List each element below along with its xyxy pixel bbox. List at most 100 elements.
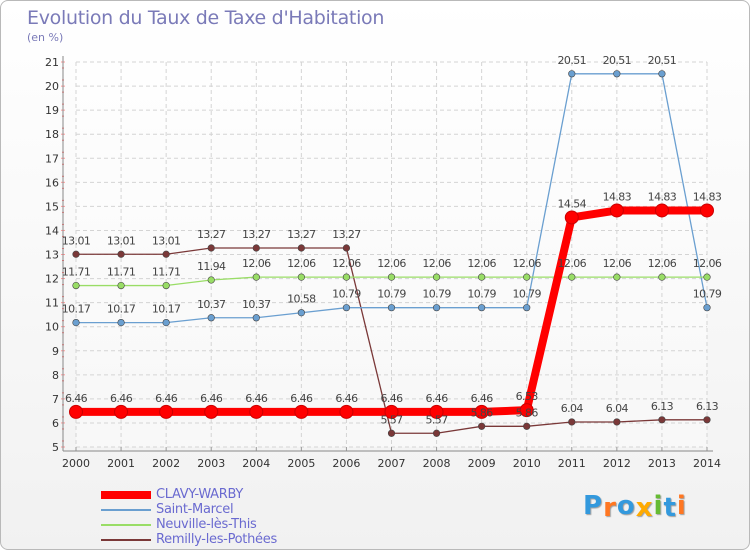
data-label: 12.06 (287, 257, 316, 270)
y-tick-label: 16 (45, 176, 59, 189)
data-point (297, 273, 305, 281)
data-label: 6.13 (651, 400, 674, 413)
data-label: 13.01 (107, 234, 136, 247)
legend-item: CLAVY-WARBY (101, 487, 277, 502)
logo-letter: i (653, 491, 664, 521)
data-label: 6.46 (245, 392, 268, 405)
data-point (114, 404, 129, 419)
data-label: 12.06 (332, 257, 361, 270)
data-point (297, 309, 305, 317)
x-tick-label: 2010 (513, 457, 541, 470)
legend-item: Saint-Marcel (101, 502, 277, 517)
data-label: 6.13 (696, 400, 719, 413)
data-point (252, 244, 260, 252)
data-point (294, 404, 309, 419)
data-label: 14.83 (648, 190, 677, 203)
data-label: 12.06 (422, 257, 451, 270)
data-point (658, 416, 666, 424)
data-label: 13.01 (152, 234, 181, 247)
data-label: 10.79 (422, 288, 451, 301)
data-label: 14.83 (693, 190, 722, 203)
legend-item: Remilly-les-Pothées (101, 532, 277, 547)
data-point (478, 422, 486, 430)
y-tick-label: 13 (45, 249, 59, 262)
legend-label: Saint-Marcel (156, 502, 234, 517)
data-point (564, 210, 579, 225)
data-point (162, 250, 170, 258)
data-label: 13.27 (242, 228, 271, 241)
data-label: 5.86 (516, 406, 539, 419)
data-label: 5.57 (426, 413, 449, 426)
data-label: 20.51 (603, 54, 632, 67)
legend-label: Neuville-lès-This (156, 517, 257, 532)
data-point (429, 404, 444, 419)
data-point (384, 404, 399, 419)
data-point (703, 416, 711, 424)
data-point (207, 314, 215, 322)
chart-legend: CLAVY-WARBY Saint-Marcel Neuville-lès-This… (101, 487, 277, 547)
data-label: 14.83 (603, 190, 632, 203)
y-tick-label: 17 (45, 152, 59, 165)
data-point (523, 422, 531, 430)
data-label: 10.79 (377, 288, 406, 301)
data-label: 10.17 (62, 303, 91, 316)
data-label: 12.06 (693, 257, 722, 270)
x-tick-label: 2008 (423, 457, 451, 470)
data-point (342, 304, 351, 312)
data-point (700, 203, 714, 218)
data-point (387, 304, 396, 312)
data-label: 20.51 (558, 54, 587, 67)
data-label: 12.06 (558, 257, 587, 270)
x-tick-label: 2007 (378, 457, 406, 470)
data-point (117, 318, 125, 327)
data-label: 12.06 (512, 257, 541, 270)
logo-letter: P (583, 491, 604, 521)
data-point (204, 404, 219, 419)
data-label: 6.46 (110, 392, 133, 405)
data-point (342, 273, 351, 281)
data-point (568, 418, 576, 426)
y-tick-label: 15 (45, 200, 59, 213)
x-tick-label: 2003 (197, 457, 225, 470)
data-label: 6.46 (290, 392, 313, 405)
data-label: 6.53 (516, 390, 539, 403)
data-label: 11.71 (107, 266, 136, 279)
data-point (252, 314, 260, 322)
data-label: 14.54 (558, 197, 587, 210)
data-point (72, 318, 80, 327)
data-label: 12.06 (377, 257, 406, 270)
data-point (478, 304, 486, 312)
data-point (162, 281, 170, 290)
y-tick-label: 20 (45, 80, 59, 93)
data-point (252, 273, 260, 281)
data-point (159, 404, 174, 419)
data-label: 10.17 (107, 303, 136, 316)
logo-letter: r (603, 493, 617, 523)
legend-swatch (101, 538, 151, 541)
data-point (432, 273, 441, 281)
data-point (432, 429, 441, 437)
data-label: 11.94 (197, 260, 226, 273)
data-label: 6.46 (200, 392, 223, 405)
legend-swatch (101, 508, 151, 511)
data-point (339, 404, 354, 419)
data-point (72, 250, 80, 258)
x-tick-label: 2013 (648, 457, 676, 470)
data-label: 11.71 (62, 266, 91, 279)
data-label: 13.27 (197, 228, 226, 241)
data-point (568, 273, 576, 281)
data-point (207, 276, 215, 284)
data-point (478, 273, 486, 281)
data-point (613, 418, 621, 426)
data-label: 5.86 (471, 406, 494, 419)
x-tick-label: 2004 (242, 457, 270, 470)
data-label: 6.46 (426, 392, 449, 405)
data-point (387, 273, 396, 281)
logo-letter: t (663, 493, 677, 523)
logo-letter: x (635, 493, 654, 523)
x-tick-label: 2001 (107, 457, 135, 470)
data-label: 12.06 (467, 257, 496, 270)
data-point (474, 404, 489, 419)
